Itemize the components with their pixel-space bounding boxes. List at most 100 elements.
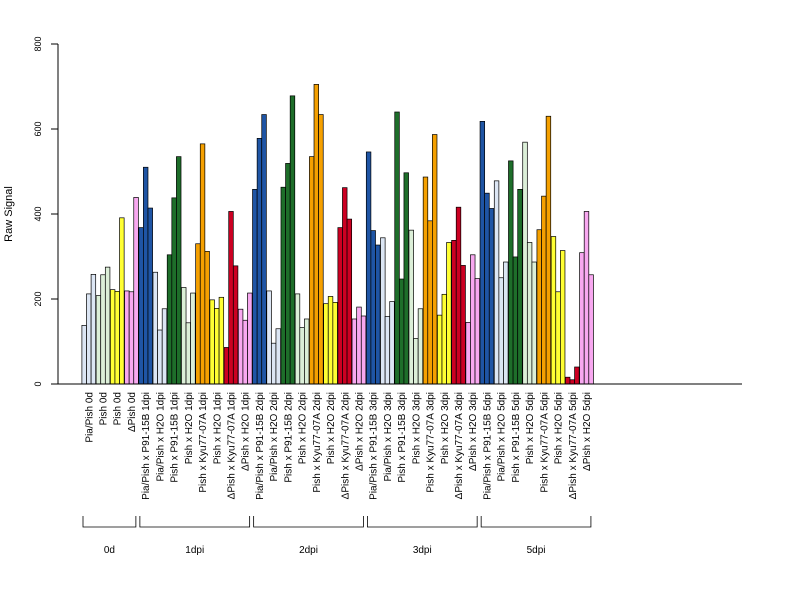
bar [498, 277, 504, 385]
bar [261, 114, 267, 385]
bar [327, 296, 334, 385]
bar [474, 278, 480, 385]
bar [157, 329, 163, 385]
bar [446, 242, 452, 385]
bar [403, 172, 409, 385]
category-label: ΔPish x H2O 1dpi [241, 392, 252, 471]
bar [465, 322, 471, 385]
category-label: Pish x H2O 1dpi [184, 392, 195, 464]
group-label: 0d [104, 545, 115, 556]
bar [218, 296, 225, 385]
y-tick-label: 200 [33, 291, 43, 306]
bar [384, 316, 391, 385]
category-label: Pish x Kyu77-07A 2dpi [312, 392, 323, 493]
bar [104, 266, 111, 385]
bar [574, 366, 580, 385]
group-bracket [367, 516, 478, 528]
bar [256, 138, 263, 385]
bar [337, 227, 343, 385]
bar [427, 220, 433, 385]
group-label: 1dpi [185, 545, 204, 556]
group-bracket [253, 516, 364, 528]
bar [389, 301, 395, 385]
bar [583, 211, 590, 385]
category-label: Pish x H2O 3dpi [440, 392, 451, 464]
bar [133, 197, 139, 385]
bar [437, 314, 443, 385]
bar [512, 256, 519, 385]
bar [181, 287, 187, 385]
bar [209, 299, 215, 385]
bar [417, 308, 424, 385]
bar [555, 291, 561, 385]
bar [484, 192, 490, 385]
bar [95, 295, 102, 385]
category-label: Pish x H2O 2dpi [326, 392, 337, 464]
category-label: Pia/Pish 0d [84, 392, 95, 443]
bar [470, 254, 476, 385]
bar [522, 141, 528, 385]
bar [517, 189, 523, 385]
bar [394, 111, 400, 385]
bar [441, 293, 447, 385]
category-label: Pia/Pish x H2O 3dpi [383, 392, 394, 482]
bar [147, 207, 153, 385]
bar [422, 176, 429, 385]
bar [119, 217, 125, 385]
bar [100, 274, 106, 385]
y-tick-label: 800 [33, 36, 43, 51]
bar [128, 291, 135, 385]
bar [138, 227, 144, 385]
bar [266, 290, 272, 385]
category-label: ΔPish x H2O 3dpi [468, 392, 479, 471]
bar [185, 322, 191, 385]
bar [579, 252, 585, 385]
bar [351, 318, 358, 385]
bar [199, 143, 206, 385]
category-label: Pia/Pish x P91-15B 5dpi [482, 392, 493, 500]
y-tick-label: 600 [33, 121, 43, 136]
bar [271, 342, 277, 385]
group-bracket [82, 516, 137, 528]
category-label: ΔPish x Kyu77-07A 5dpi [568, 392, 579, 499]
bar [166, 254, 173, 385]
bar [323, 303, 329, 385]
category-label: Pish x Kyu77-07A 1dpi [198, 392, 209, 493]
bar [398, 278, 405, 385]
category-label: Pia/Pish x P91-15B 1dpi [141, 392, 152, 500]
bar [223, 347, 230, 385]
group-label: 2dpi [299, 545, 318, 556]
bar [380, 237, 386, 385]
category-label: Pish x H2O 5dpi [554, 392, 565, 464]
bars [81, 84, 594, 385]
bar [503, 261, 509, 385]
category-label: Pish x P91-15B 3dpi [397, 392, 408, 483]
category-label: Pia/Pish x P91-15B 3dpi [369, 392, 380, 500]
bar [304, 318, 310, 385]
bar [124, 290, 130, 385]
bar [588, 274, 594, 385]
bar [455, 206, 462, 385]
category-label: Pish x H2O 2dpi [298, 392, 309, 464]
category-label: ΔPish x Kyu77-07A 1dpi [227, 392, 238, 499]
y-tick-label: 400 [33, 206, 43, 221]
category-label: Pish x H2O 3dpi [411, 392, 422, 464]
bar [90, 274, 97, 385]
bar [332, 302, 338, 385]
bar [285, 163, 291, 385]
bar [232, 265, 239, 385]
bar [109, 289, 116, 385]
bar [294, 293, 301, 385]
y-axis: 0 200 400 600 800 [33, 36, 59, 387]
bar [531, 261, 537, 385]
bar [299, 327, 305, 385]
category-label: Pish 0d [113, 392, 124, 425]
group-brackets: 0d 1dpi 2dpi 3dpi 5dpi [82, 516, 592, 556]
bar [370, 230, 376, 385]
bar [346, 218, 353, 385]
category-label: ΔPish x Kyu77-07A 2dpi [340, 392, 351, 499]
bar [280, 186, 286, 385]
category-label: Pia/Pish x H2O 1dpi [155, 392, 166, 482]
category-label: Pia/Pish x H2O 2dpi [269, 392, 280, 482]
